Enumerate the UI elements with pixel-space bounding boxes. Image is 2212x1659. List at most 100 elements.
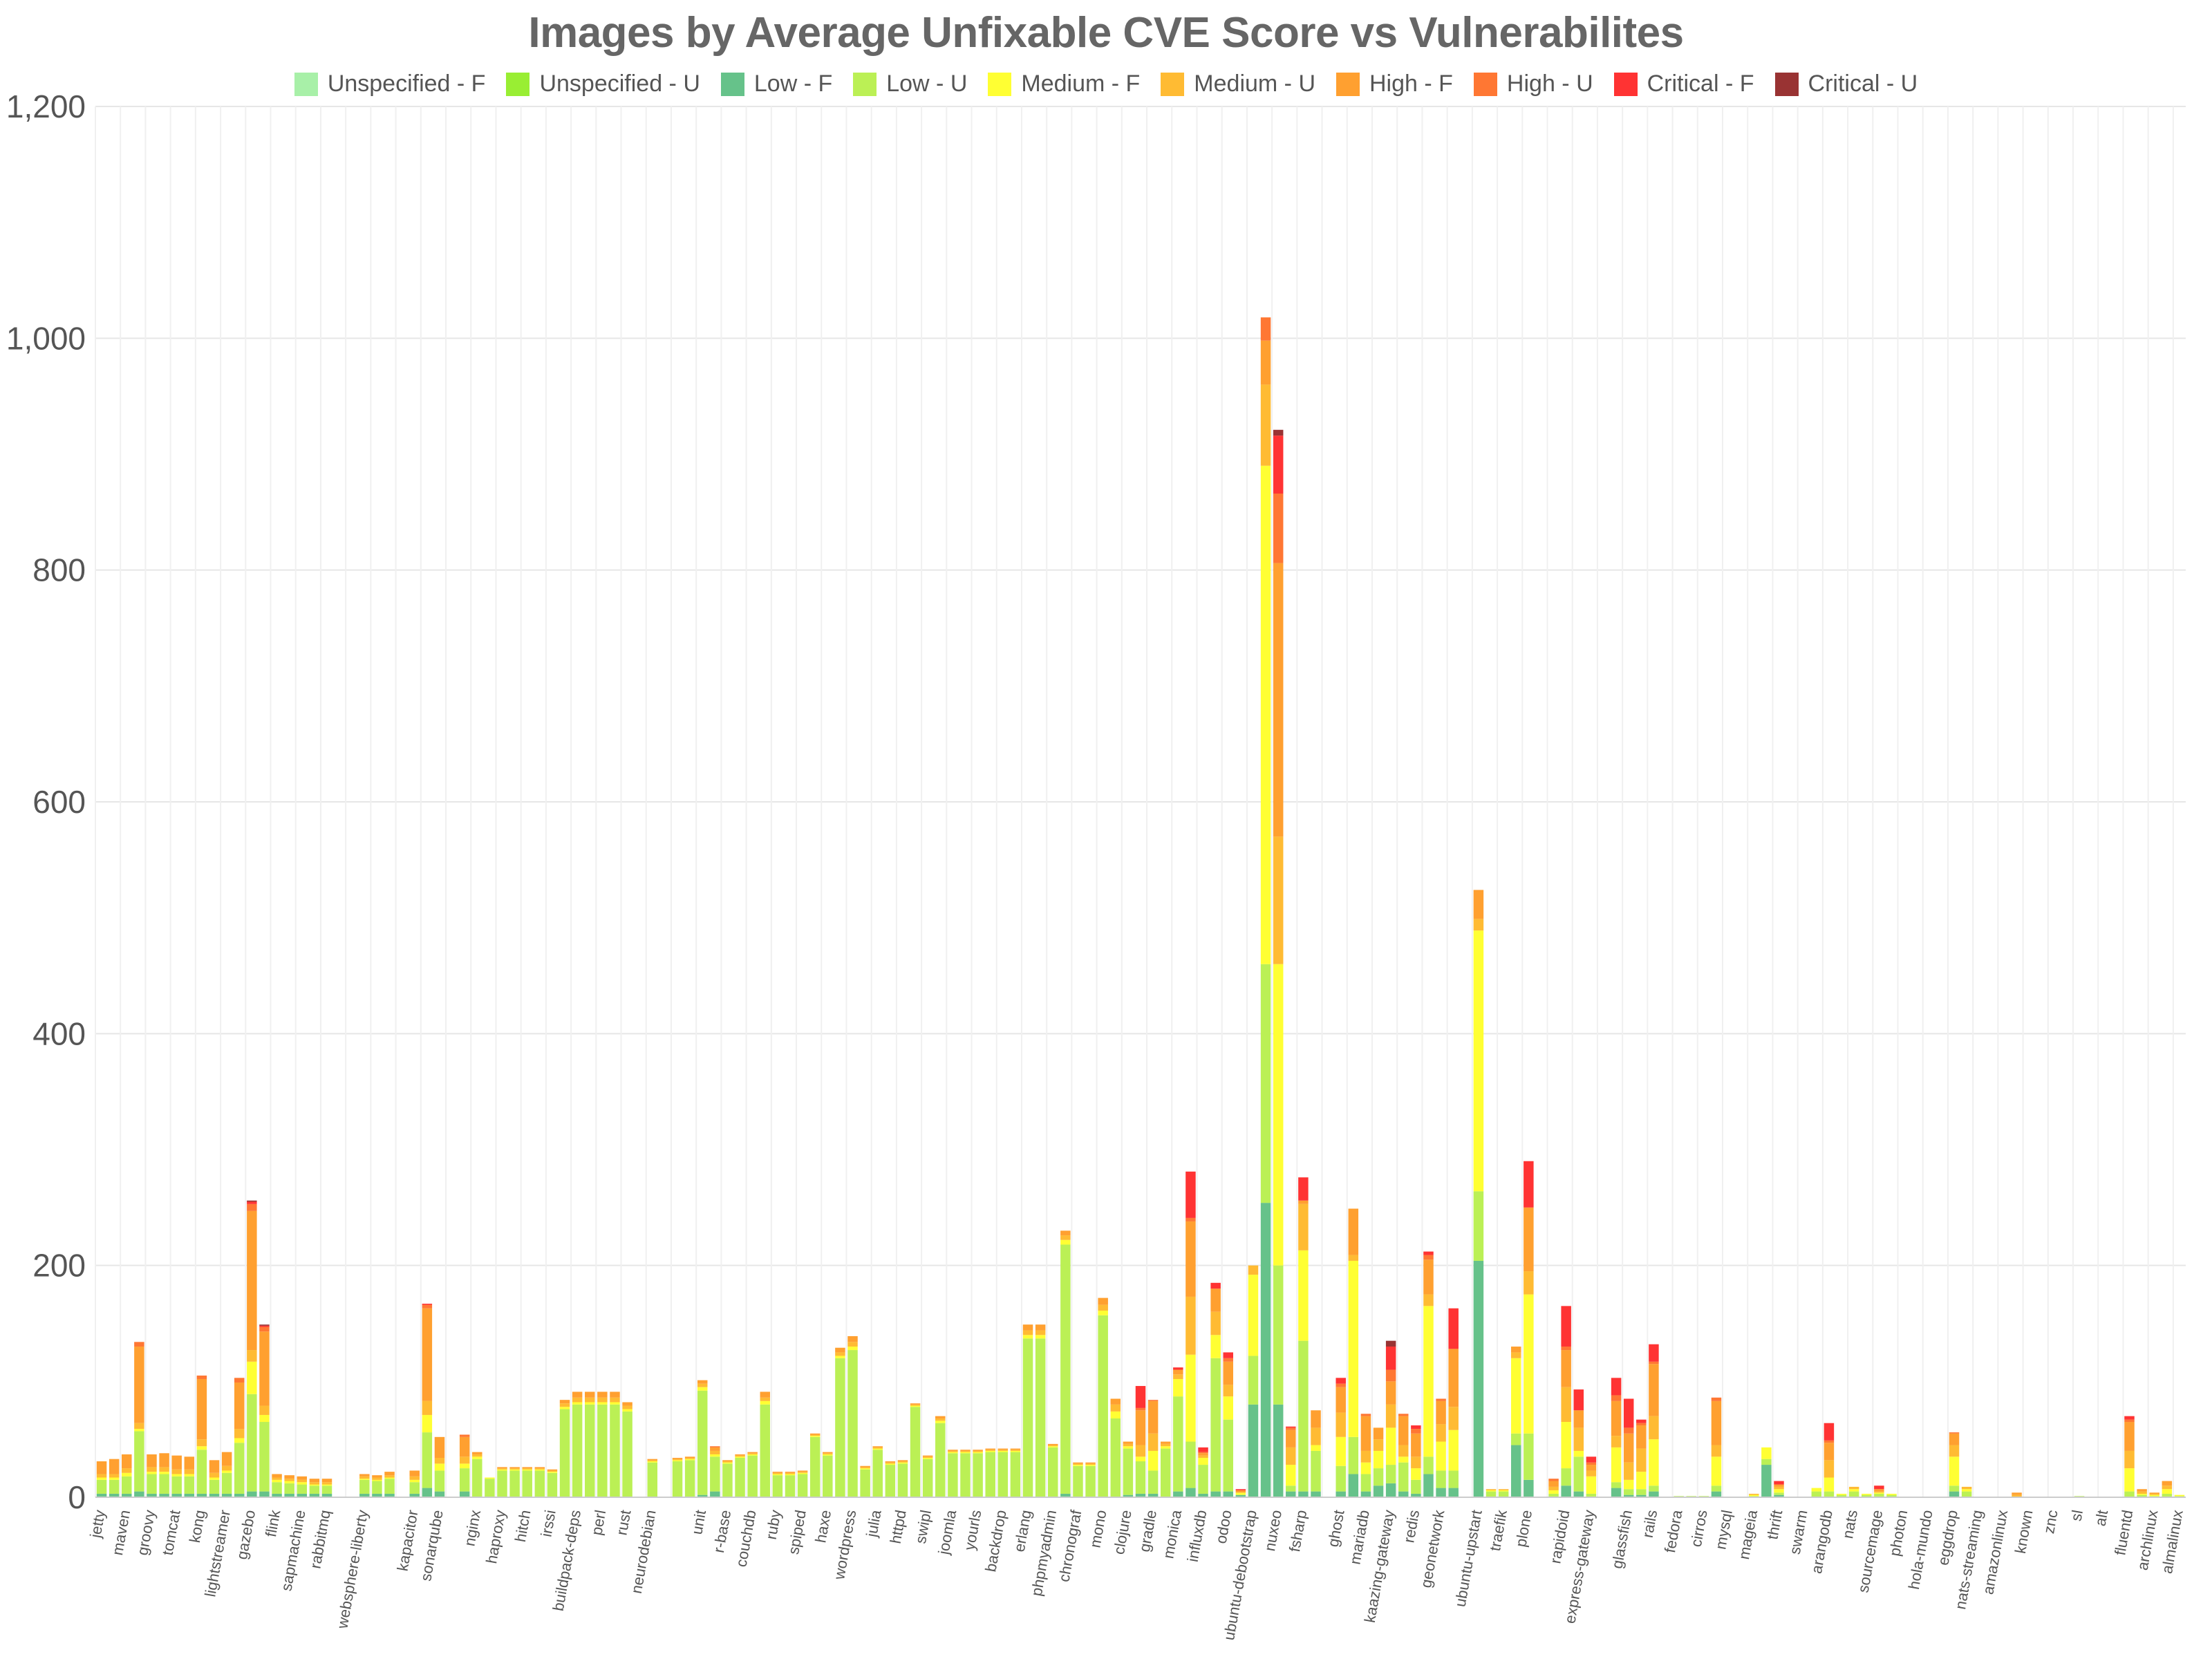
bar-segment <box>897 1462 908 1464</box>
bar-segment <box>872 1448 883 1450</box>
bar-segment <box>1135 1456 1146 1462</box>
bar-segment <box>1260 964 1271 1203</box>
bar-segment <box>1623 1398 1634 1428</box>
legend-item[interactable]: Critical - F <box>1613 71 1754 97</box>
bar-segment <box>2137 1494 2147 1497</box>
bar-segment <box>434 1463 445 1471</box>
bar-segment <box>422 1304 433 1309</box>
bar-segment <box>697 1494 708 1497</box>
legend-item[interactable]: Unspecified - U <box>506 71 700 97</box>
bar-segment <box>1173 1378 1183 1397</box>
x-tick-label: rapidoid <box>1546 1508 1573 1564</box>
bar-segment <box>359 1479 370 1480</box>
bar-segment <box>1223 1419 1233 1492</box>
bar-segment <box>422 1488 433 1497</box>
legend-item[interactable]: Medium - U <box>1161 71 1315 97</box>
bar-segment <box>760 1400 771 1405</box>
bar-segment <box>2012 1494 2022 1497</box>
bar-segment <box>1586 1456 1597 1463</box>
bar-segment <box>1398 1414 1409 1416</box>
bar-segment <box>184 1474 195 1477</box>
bar-segment <box>1398 1491 1409 1497</box>
bar-segment <box>1210 1288 1221 1312</box>
legend-item[interactable]: Low - F <box>720 71 832 97</box>
legend-item[interactable]: Medium - F <box>988 71 1140 97</box>
bar-segment <box>1286 1491 1296 1497</box>
bar-segment <box>1098 1304 1108 1311</box>
bar-segment <box>434 1436 445 1458</box>
bar-segment <box>1073 1465 1083 1466</box>
y-tick-label: 600 <box>32 784 86 820</box>
bar-segment <box>359 1479 370 1494</box>
bar-segment <box>1123 1448 1134 1495</box>
bar-segment <box>610 1397 620 1403</box>
bar-segment <box>1260 1203 1271 1497</box>
bar-segment <box>221 1493 232 1497</box>
bar-segment <box>1335 1387 1346 1413</box>
bar-segment <box>1048 1443 1058 1445</box>
legend-item[interactable]: Critical - U <box>1774 71 1918 97</box>
y-tick-label: 0 <box>68 1479 86 1515</box>
legend-label: Critical - U <box>1808 71 1918 97</box>
bar-segment <box>1060 1230 1071 1236</box>
bar-segment <box>948 1450 958 1451</box>
bar-segment <box>697 1383 708 1387</box>
bar-segment <box>221 1472 232 1494</box>
bar-segment <box>1398 1456 1409 1463</box>
legend-item[interactable]: Unspecified - F <box>294 71 485 97</box>
bar-segment <box>2162 1493 2173 1497</box>
bar-segment <box>1373 1439 1384 1451</box>
bar-segment <box>234 1382 245 1430</box>
legend: Unspecified - F Unspecified - U Low - F Low… <box>0 71 2212 97</box>
bar-segment <box>1260 465 1271 964</box>
bar-segment <box>96 1477 107 1480</box>
bar-segment <box>735 1457 745 1497</box>
x-tick-label: julia <box>863 1508 885 1539</box>
bar-segment <box>1485 1490 1497 1492</box>
bar-segment <box>960 1450 971 1451</box>
bar-segment <box>1360 1450 1371 1463</box>
legend-swatch <box>1774 72 1799 96</box>
bar-segment <box>747 1452 758 1454</box>
bar-segment <box>935 1416 946 1418</box>
bar-segment <box>684 1460 695 1497</box>
bar-segment <box>1248 1356 1259 1405</box>
bar-segment <box>509 1468 520 1470</box>
bar-segment <box>1198 1452 1208 1454</box>
bar-segment <box>684 1457 695 1459</box>
bar-segment <box>597 1397 608 1403</box>
bar-segment <box>823 1452 833 1454</box>
bar-segment <box>1248 1404 1259 1497</box>
x-tick-label: nuxeo <box>1261 1508 1285 1552</box>
bar-segment <box>860 1469 870 1497</box>
bar-segment <box>359 1474 370 1477</box>
x-tick-label: fluentd <box>2111 1508 2136 1556</box>
bar-segment <box>171 1469 182 1474</box>
legend-item[interactable]: High - F <box>1336 71 1453 97</box>
x-tick-label: ubuntu-upstart <box>1452 1508 1485 1608</box>
bar-segment <box>171 1474 182 1477</box>
legend-item[interactable]: High - U <box>1473 71 1593 97</box>
bar-segment <box>1498 1491 1509 1497</box>
x-tick-label: ghost <box>1324 1508 1348 1548</box>
bar-segment <box>497 1470 507 1497</box>
x-tick-label: thrift <box>1763 1508 1785 1540</box>
bar-segment <box>1611 1378 1622 1396</box>
bar-segment <box>910 1407 921 1497</box>
x-tick-label: rails <box>1639 1508 1661 1539</box>
bar-segment <box>422 1308 433 1401</box>
bar-segment <box>1636 1472 1647 1490</box>
bar-segment <box>935 1423 946 1497</box>
bar-segment <box>897 1461 908 1463</box>
legend-item[interactable]: Low - U <box>853 71 967 97</box>
bar-segment <box>672 1459 683 1461</box>
bar-segment <box>122 1454 132 1469</box>
bar-segment <box>497 1467 507 1469</box>
bar-segment <box>872 1446 883 1447</box>
bar-segment <box>1173 1396 1183 1492</box>
bar-segment <box>209 1460 220 1473</box>
bar-segment <box>1173 1367 1183 1370</box>
bar-segment <box>1335 1378 1346 1384</box>
bar-segment <box>835 1347 845 1353</box>
bar-segment <box>409 1482 420 1494</box>
